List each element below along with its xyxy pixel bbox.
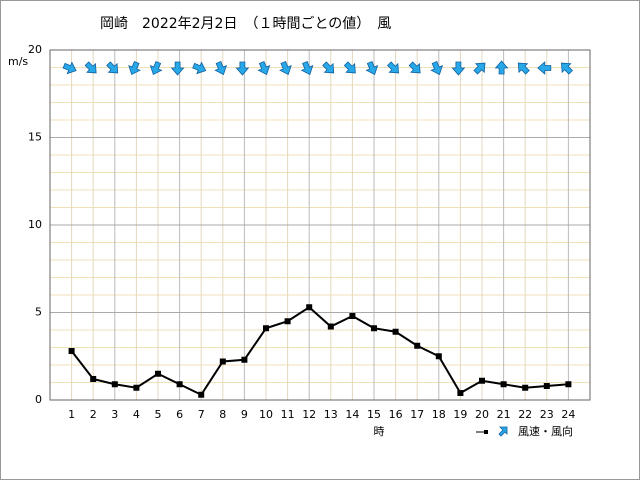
legend: 風速・風向	[476, 424, 573, 438]
point	[457, 390, 464, 396]
point	[479, 377, 485, 384]
point	[155, 370, 161, 377]
wind-arrow	[128, 60, 141, 76]
wind-arrow	[430, 60, 443, 76]
wind-arrow	[149, 60, 163, 76]
wind-arrow	[322, 61, 335, 74]
wind-arrow	[343, 61, 356, 74]
y-tick-label: 0	[35, 393, 42, 406]
point	[263, 325, 269, 332]
wind-arrow	[451, 61, 466, 76]
point	[284, 318, 291, 325]
point	[241, 356, 248, 363]
legend-marker	[484, 430, 488, 434]
point	[500, 381, 507, 388]
x-tick-label: 12	[302, 408, 316, 421]
wind-arrow	[62, 61, 77, 75]
x-tick-label: 11	[281, 408, 295, 421]
wind-arrow	[300, 60, 314, 76]
wind-arrow	[214, 60, 227, 76]
chart-title: 岡崎 2022年2月2日 （１時間ごとの値） 風	[100, 16, 391, 32]
plot-area	[49, 49, 591, 401]
point	[435, 353, 442, 360]
point	[68, 348, 75, 354]
x-tick-label: 8	[219, 408, 226, 421]
x-tick-label: 13	[324, 408, 338, 421]
point	[327, 323, 334, 330]
wind-arrow	[170, 61, 185, 76]
point	[522, 384, 529, 391]
x-axis-label: 時	[374, 425, 385, 438]
x-tick-label: 23	[540, 408, 554, 421]
x-tick-label: 3	[111, 408, 118, 421]
wind-arrow	[365, 60, 379, 76]
wind-arrow	[517, 62, 530, 75]
legend-label: 風速・風向	[518, 424, 573, 438]
x-tick-label: 10	[259, 408, 273, 421]
x-tick-label: 17	[410, 408, 424, 421]
x-tick-label: 20	[475, 408, 489, 421]
point	[219, 358, 226, 365]
wind-arrow	[561, 62, 573, 75]
y-tick-label: 15	[28, 131, 42, 144]
point	[111, 381, 118, 388]
y-axis-label: m/s	[8, 55, 28, 68]
wind-arrow	[494, 60, 509, 75]
y-tick-label: 5	[35, 306, 42, 319]
point	[565, 381, 572, 388]
x-tick-label: 19	[453, 408, 467, 421]
point	[543, 383, 550, 389]
x-tick-label: 2	[90, 408, 97, 421]
point	[306, 304, 313, 311]
wind-arrow	[537, 61, 552, 75]
wind-arrow	[387, 61, 399, 74]
wind-arrow	[473, 62, 486, 75]
x-tick-label: 9	[241, 408, 248, 421]
x-tick-label: 1	[68, 408, 75, 421]
x-tick-label: 22	[518, 408, 532, 421]
point	[198, 391, 205, 398]
point	[371, 325, 377, 332]
wind-arrow	[192, 61, 207, 75]
point	[90, 376, 97, 382]
wind-arrow	[279, 60, 292, 76]
x-tick-label: 5	[155, 408, 162, 421]
point	[414, 342, 421, 349]
legend-arrow	[498, 426, 508, 437]
wind-arrow	[257, 60, 271, 76]
y-tick-label: 20	[28, 43, 42, 56]
wind-arrow	[84, 61, 97, 74]
point	[349, 313, 356, 319]
x-tick-label: 15	[367, 408, 381, 421]
x-tick-label: 4	[133, 408, 140, 421]
point	[133, 384, 140, 391]
y-tick-label: 10	[28, 218, 42, 231]
wind-arrow	[106, 61, 119, 74]
x-tick-label: 14	[345, 408, 359, 421]
x-tick-label: 18	[432, 408, 446, 421]
wind-arrow	[408, 61, 421, 74]
x-tick-label: 6	[176, 408, 183, 421]
point	[176, 381, 183, 388]
line	[70, 305, 569, 397]
x-tick-label: 16	[389, 408, 403, 421]
point	[392, 328, 399, 335]
wind-arrow	[235, 61, 250, 76]
x-tick-label: 7	[198, 408, 205, 421]
x-tick-label: 24	[561, 408, 575, 421]
x-tick-label: 21	[497, 408, 511, 421]
